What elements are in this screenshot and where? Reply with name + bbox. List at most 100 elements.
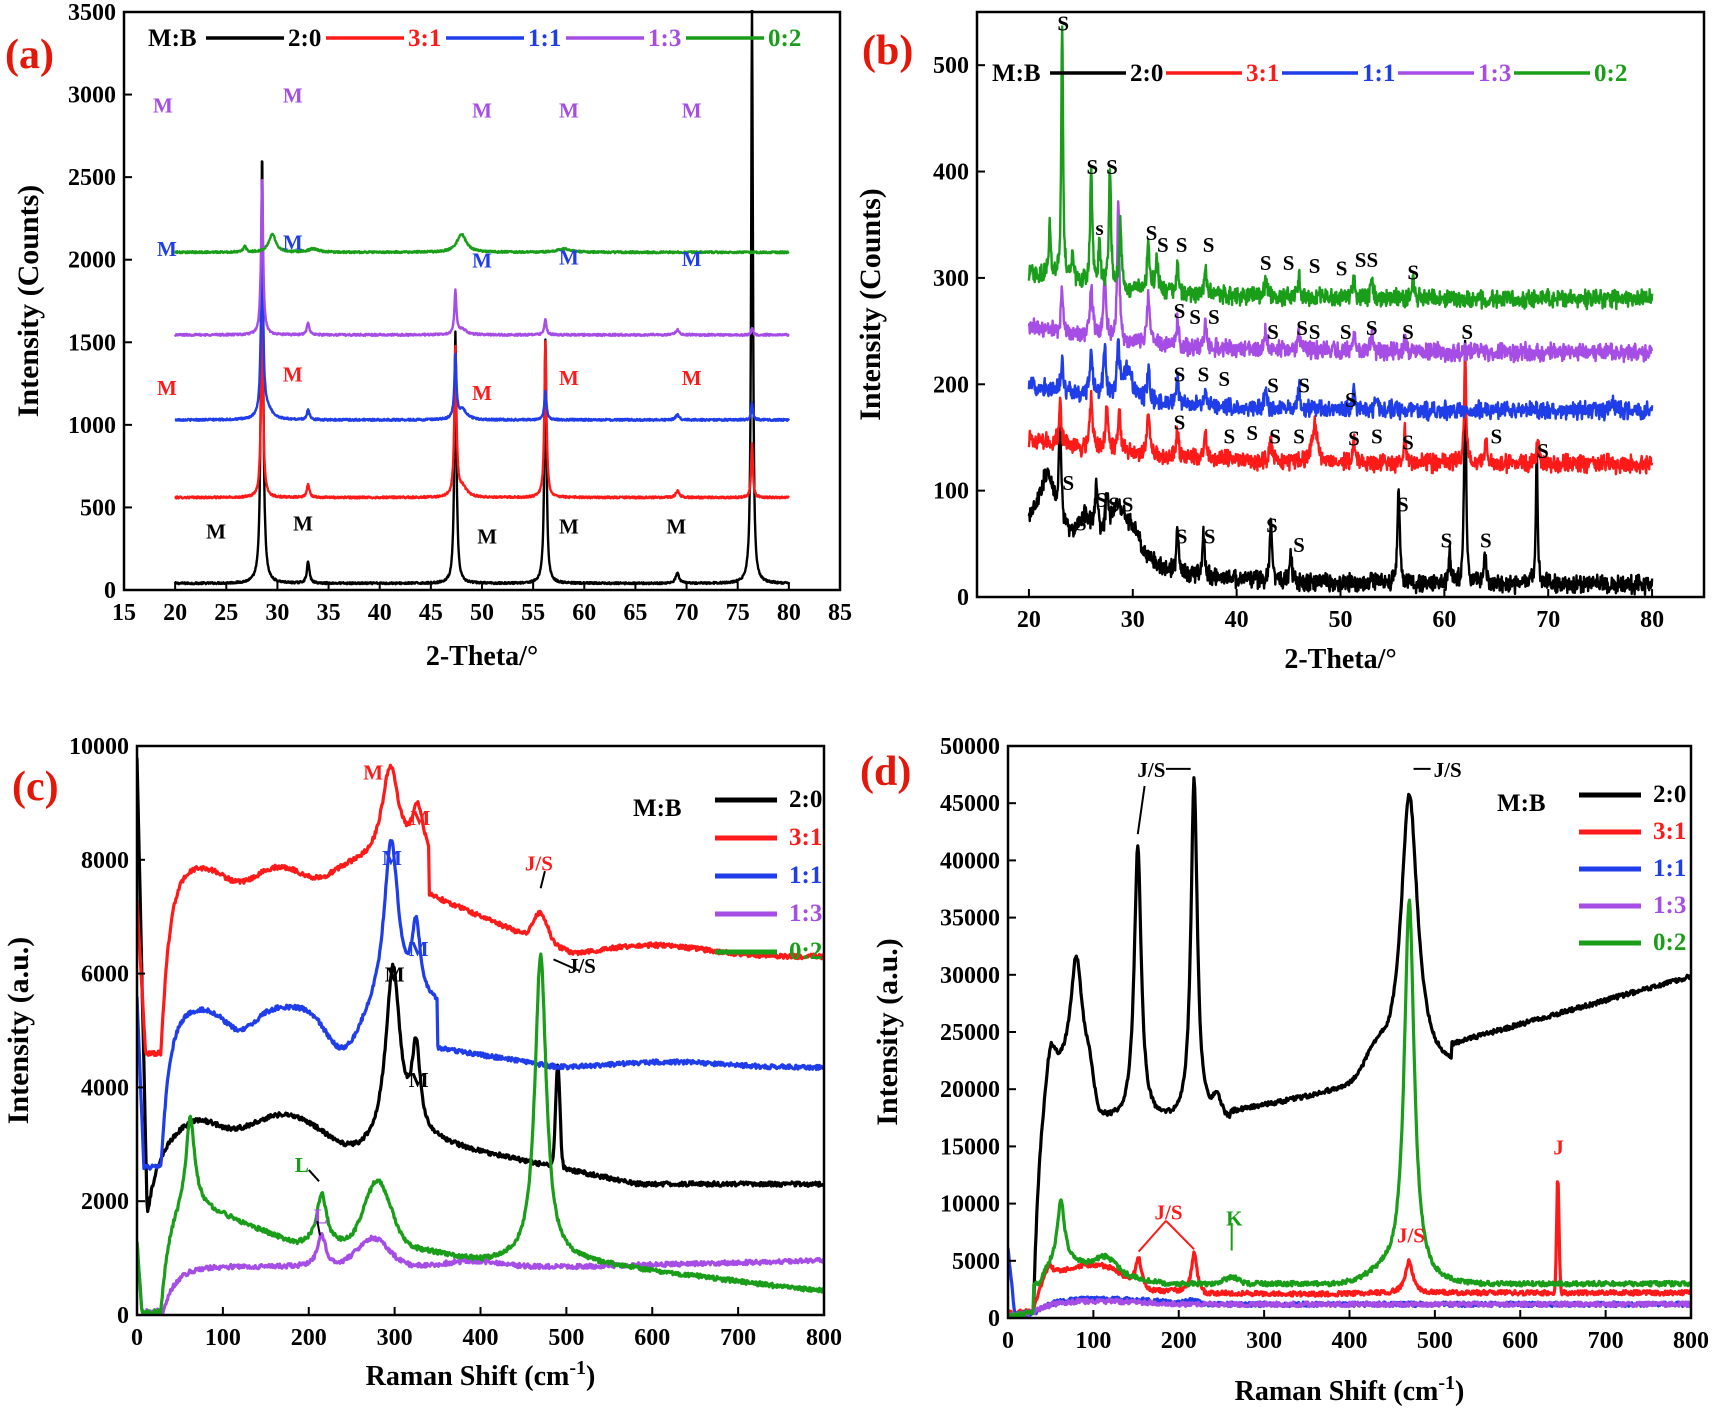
x-tick-label: 300 bbox=[377, 1325, 413, 1351]
legend-entry: 1:1 bbox=[528, 25, 561, 52]
peak-annotation: S bbox=[1218, 367, 1230, 391]
plot-area bbox=[137, 757, 824, 1315]
peak-annotation: S bbox=[1176, 233, 1188, 257]
legend-title: M:B bbox=[633, 795, 682, 822]
y-tick-label: 45000 bbox=[940, 791, 1000, 817]
series-line-1-3 bbox=[1008, 1297, 1691, 1318]
x-tick-label: 400 bbox=[1332, 1328, 1368, 1354]
peak-annotation: M bbox=[283, 231, 303, 255]
peak-annotation: S bbox=[1075, 512, 1087, 536]
y-tick-label: 0 bbox=[104, 578, 116, 604]
peak-annotation: S bbox=[1174, 299, 1186, 323]
x-tick-label: 50 bbox=[470, 600, 494, 626]
legend-entry: 3:1 bbox=[1653, 818, 1686, 845]
peak-annotation: M bbox=[283, 363, 303, 387]
peak-annotation: J/S bbox=[1434, 758, 1462, 782]
peak-annotation: J/S bbox=[525, 852, 553, 876]
peak-annotation: M bbox=[410, 806, 430, 830]
series-line-1-1 bbox=[137, 839, 824, 1171]
y-tick-label: 0 bbox=[957, 585, 969, 611]
peak-annotation: M bbox=[153, 93, 173, 117]
legend-entry: 1:1 bbox=[789, 862, 822, 889]
peak-annotation: S bbox=[1298, 373, 1310, 397]
series-line-0-2 bbox=[1027, 25, 1654, 311]
peak-annotation: S bbox=[1204, 524, 1216, 548]
x-tick-label: 35 bbox=[317, 600, 341, 626]
y-tick-label: 10000 bbox=[940, 1192, 1000, 1218]
x-tick-label: 100 bbox=[1075, 1328, 1111, 1354]
series-line-3-1 bbox=[1027, 352, 1654, 476]
annotation-arrow bbox=[1136, 785, 1146, 835]
x-tick-label: 60 bbox=[1432, 607, 1456, 633]
series-line-3-1 bbox=[137, 763, 824, 1057]
peak-annotation: M bbox=[559, 245, 579, 269]
peak-annotation: S bbox=[1441, 529, 1453, 553]
x-tick-label: 300 bbox=[1246, 1328, 1282, 1354]
peak-annotation: M bbox=[409, 937, 429, 961]
legend-entry: 1:3 bbox=[789, 900, 822, 927]
peak-annotation: S bbox=[1309, 320, 1321, 344]
x-axis-label: 2-Theta/° bbox=[1284, 644, 1396, 675]
legend-entry: 0:2 bbox=[789, 938, 822, 965]
peak-annotation: S bbox=[1122, 492, 1134, 516]
y-axis-label: Intensity (Counts) bbox=[12, 185, 45, 418]
plot-area bbox=[1008, 776, 1691, 1318]
peak-annotation: M bbox=[559, 366, 579, 390]
x-tick-label: 800 bbox=[1673, 1328, 1709, 1354]
panel-b-xrd-chart: (b) 20 30 40 50 60 70 80 0 100 200 300 400 500 2-Thet… bbox=[854, 10, 1706, 675]
legend-entry: 1:1 bbox=[1362, 60, 1395, 87]
peak-annotation: M bbox=[477, 525, 497, 549]
peak-annotation: S bbox=[1224, 424, 1236, 448]
legend-entry: 0:2 bbox=[768, 25, 801, 52]
peak-annotation: S bbox=[1293, 533, 1305, 557]
peak-annotation: S bbox=[1146, 221, 1158, 245]
peak-annotation: M bbox=[472, 98, 492, 122]
legend-entry: 1:3 bbox=[648, 25, 681, 52]
peak-annotation: S bbox=[1176, 524, 1188, 548]
x-tick-label: 45 bbox=[419, 600, 443, 626]
legend-title: M:B bbox=[992, 60, 1041, 87]
peak-annotation: M bbox=[157, 237, 177, 261]
y-tick-label: 1500 bbox=[68, 330, 116, 356]
peak-annotation: S bbox=[1371, 424, 1383, 448]
peak-annotation: M bbox=[409, 1068, 429, 1092]
panel-d-letter: (d) bbox=[860, 749, 911, 795]
y-tick-label: 3500 bbox=[68, 0, 116, 26]
y-tick-label: 400 bbox=[933, 160, 969, 186]
x-tick-label: 600 bbox=[1502, 1328, 1538, 1354]
y-tick-label: 40000 bbox=[940, 848, 1000, 874]
peak-annotation: S bbox=[1296, 316, 1308, 340]
peak-annotation: S bbox=[1340, 320, 1352, 344]
y-tick-label: 6000 bbox=[81, 962, 129, 988]
y-axis-label: Intensity (a.u.) bbox=[2, 937, 35, 1125]
x-tick-label: 100 bbox=[205, 1325, 241, 1351]
legend-title: M:B bbox=[1497, 790, 1546, 817]
y-tick-label: 0 bbox=[988, 1306, 1000, 1332]
y-tick-label: 10000 bbox=[69, 734, 129, 760]
peak-annotation: S bbox=[1198, 363, 1210, 387]
annotation-arrow bbox=[316, 1220, 321, 1236]
legend: M:B 2:0 3:1 1:1 1:3 0:2 bbox=[148, 25, 801, 52]
peak-annotation: M bbox=[385, 963, 405, 987]
legend: M:B 2:0 3:1 1:1 1:3 0:2 bbox=[1497, 781, 1686, 956]
x-tick-label: 700 bbox=[720, 1325, 756, 1351]
peak-annotation: S bbox=[1108, 492, 1120, 516]
y-tick-label: 300 bbox=[933, 266, 969, 292]
x-axis-label: Raman Shift (cm-1) bbox=[1235, 1372, 1465, 1407]
legend-entry: 2:0 bbox=[789, 786, 822, 813]
peak-annotation: M bbox=[559, 98, 579, 122]
panel-b-letter: (b) bbox=[862, 28, 913, 74]
peak-annotation: M bbox=[472, 381, 492, 405]
x-tick-label: 500 bbox=[1417, 1328, 1453, 1354]
x-tick-label: 15 bbox=[112, 600, 136, 626]
peak-annotation: M bbox=[157, 376, 177, 400]
peak-annotation: S bbox=[1269, 424, 1281, 448]
series-line-1-1 bbox=[174, 219, 790, 422]
x-tick-label: 25 bbox=[214, 600, 238, 626]
annotation-arrow bbox=[308, 1169, 320, 1182]
series-line-2-0 bbox=[1008, 776, 1691, 1318]
peak-annotation: J bbox=[1553, 1135, 1564, 1159]
x-tick-label: 20 bbox=[163, 600, 187, 626]
x-axis-label: 2-Theta/° bbox=[426, 641, 538, 672]
